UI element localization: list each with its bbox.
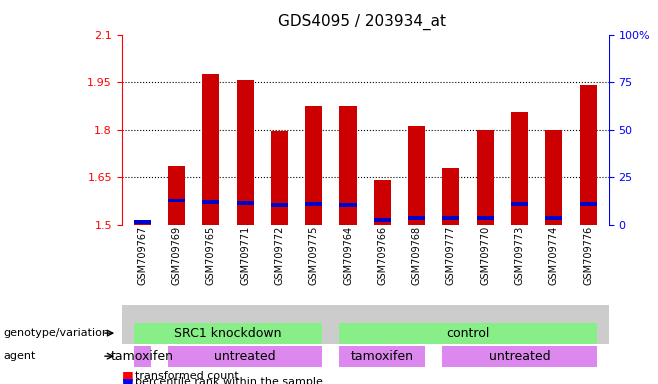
Bar	[340, 204, 357, 207]
Bar	[271, 131, 288, 225]
Text: untreated: untreated	[489, 350, 550, 362]
Bar	[202, 74, 220, 225]
Bar	[408, 126, 425, 225]
Bar	[305, 106, 322, 225]
Text: agent: agent	[3, 351, 36, 361]
Bar	[545, 216, 563, 220]
Bar	[476, 216, 494, 220]
Text: untreated: untreated	[215, 350, 276, 362]
Text: ■: ■	[122, 369, 134, 382]
Text: transformed count: transformed count	[135, 371, 239, 381]
Bar	[168, 199, 185, 202]
Text: genotype/variation: genotype/variation	[3, 328, 109, 338]
Bar	[134, 220, 151, 224]
Text: tamoxifen: tamoxifen	[111, 350, 174, 362]
Bar	[374, 180, 391, 225]
Bar	[134, 223, 151, 225]
Bar	[340, 106, 357, 225]
Bar	[305, 202, 322, 206]
Bar	[408, 216, 425, 220]
Bar	[237, 81, 254, 225]
Bar	[545, 129, 563, 225]
Bar	[271, 204, 288, 207]
Bar	[374, 218, 391, 222]
Bar	[442, 168, 459, 225]
Bar	[237, 201, 254, 205]
Text: tamoxifen: tamoxifen	[351, 350, 414, 362]
Bar	[476, 129, 494, 225]
Bar	[580, 202, 597, 206]
Bar	[442, 216, 459, 220]
Bar	[511, 112, 528, 225]
Bar	[580, 85, 597, 225]
Text: percentile rank within the sample: percentile rank within the sample	[135, 377, 323, 384]
Text: ■: ■	[122, 376, 134, 384]
Text: SRC1 knockdown: SRC1 knockdown	[174, 327, 282, 339]
Bar	[202, 200, 220, 204]
Bar	[168, 166, 185, 225]
Bar	[511, 202, 528, 206]
Text: GDS4095 / 203934_at: GDS4095 / 203934_at	[278, 13, 446, 30]
Text: control: control	[446, 327, 490, 339]
